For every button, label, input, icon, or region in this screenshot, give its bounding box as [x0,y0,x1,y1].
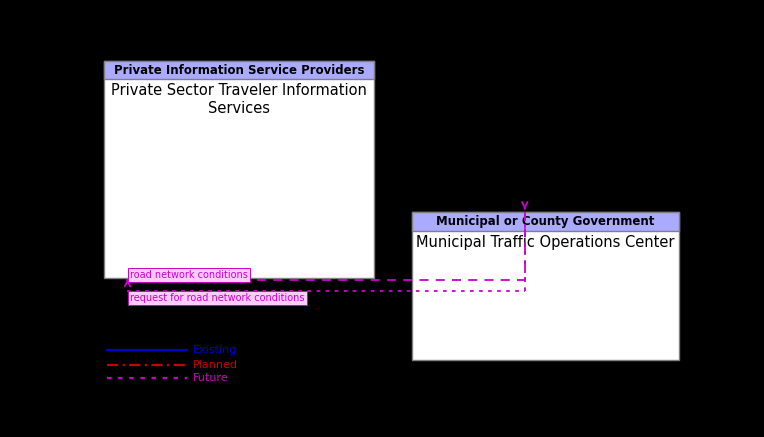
Bar [105,61,374,278]
Text: Private Sector Traveler Information
Services: Private Sector Traveler Information Serv… [111,83,367,116]
Text: Planned: Planned [193,360,238,370]
Text: Municipal or County Government: Municipal or County Government [436,215,655,228]
Bar [105,61,374,80]
Text: Private Information Service Providers: Private Information Service Providers [114,64,364,76]
Text: road network conditions: road network conditions [131,270,248,280]
Bar [413,212,678,361]
Text: Future: Future [193,373,229,383]
Text: request for road network conditions: request for road network conditions [131,293,305,303]
Text: Municipal Traffic Operations Center: Municipal Traffic Operations Center [416,235,675,250]
Text: Existing: Existing [193,345,238,355]
Bar [413,212,678,231]
